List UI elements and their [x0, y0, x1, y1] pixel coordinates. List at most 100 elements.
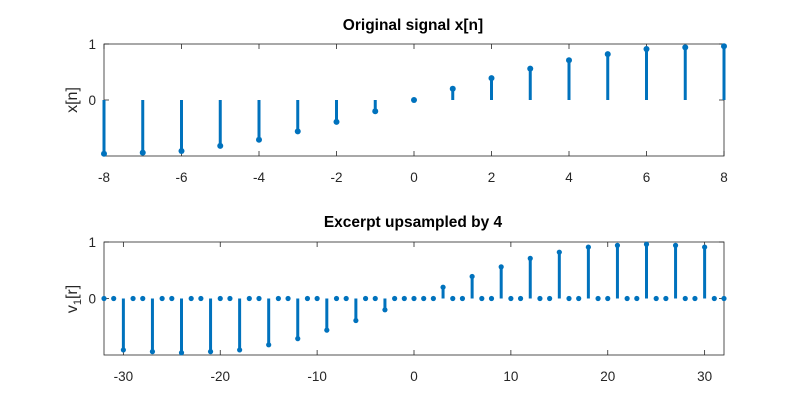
y-axis-label: x[n]: [64, 87, 81, 113]
stem-marker: [634, 295, 640, 302]
stem-marker: [711, 295, 717, 302]
stem-marker: [324, 327, 330, 333]
stem-marker: [604, 51, 611, 58]
stem-marker: [721, 295, 727, 302]
stem-marker: [178, 147, 185, 154]
stem-marker: [188, 295, 194, 302]
stem-marker: [343, 295, 349, 302]
stem-marker: [411, 295, 417, 302]
y-axis-label-tail: [r]: [64, 285, 81, 299]
stem-marker: [692, 295, 698, 302]
stem-marker: [547, 295, 553, 302]
stem-marker: [682, 295, 688, 302]
stem-marker: [411, 97, 417, 103]
stem-marker: [333, 118, 340, 125]
stem-marker: [576, 295, 582, 302]
stem-marker: [682, 44, 689, 51]
stem-marker: [469, 273, 475, 280]
stem-marker: [101, 150, 107, 157]
stem-marker: [498, 264, 504, 270]
stem-marker: [401, 295, 407, 302]
stem-marker: [488, 75, 495, 82]
x-tick-label: -6: [175, 170, 187, 185]
stem-marker: [721, 43, 727, 50]
stem-marker: [566, 295, 572, 302]
stem-marker: [285, 295, 291, 302]
stem-marker: [372, 108, 379, 115]
stem-marker: [140, 295, 146, 302]
stem-marker: [178, 350, 185, 356]
x-tick-label: -2: [330, 170, 342, 185]
stem-marker: [663, 295, 669, 302]
stem-marker: [702, 244, 708, 250]
stem-marker: [256, 136, 262, 143]
x-tick-label: -8: [98, 170, 110, 185]
y-axis-label: v1[r]: [64, 285, 84, 313]
stem-marker: [382, 307, 388, 313]
subplot-upsampled-excerpt: Excerpt upsampled by 4 v1[r] 0 1 -30 -20 -1…: [64, 214, 727, 384]
stem-marker: [372, 295, 378, 302]
x-tick-label: -10: [307, 369, 327, 384]
stem-marker: [653, 295, 659, 302]
stem-marker: [556, 249, 562, 255]
stem-marker: [537, 295, 543, 302]
stem-marker: [449, 85, 456, 92]
stem-marker: [139, 149, 146, 156]
stem-marker: [643, 241, 650, 247]
stem-marker: [295, 336, 301, 342]
stem-marker: [585, 244, 591, 250]
x-tick-label: 2: [488, 170, 496, 185]
stem-marker: [111, 295, 117, 302]
x-tick-label: -30: [114, 369, 134, 384]
x-tick-label: 30: [697, 369, 712, 384]
stem-marker: [566, 57, 572, 64]
stem-marker: [169, 295, 175, 302]
stem-marker: [227, 295, 233, 302]
stem-marker: [333, 295, 340, 302]
x-tick-label: 0: [410, 369, 418, 384]
stem-marker: [595, 295, 601, 302]
stem-marker: [314, 295, 320, 302]
y-tick-label: 1: [88, 37, 96, 52]
stem-marker: [217, 295, 223, 302]
stem-marker: [256, 295, 262, 302]
stem-marker: [353, 317, 359, 324]
stem-marker: [362, 295, 369, 302]
stem-marker: [643, 46, 650, 53]
chart-title: Excerpt upsampled by 4: [324, 214, 503, 231]
stem-marker: [614, 242, 621, 248]
stem-marker: [672, 242, 679, 248]
x-tick-label: 20: [600, 369, 615, 384]
stem-marker: [120, 347, 126, 353]
stem-marker: [392, 295, 398, 302]
stem-marker: [304, 295, 311, 302]
stem-marker: [624, 295, 630, 302]
stem-marker: [198, 295, 204, 302]
x-tick-label: 8: [720, 170, 728, 185]
x-tick-label: -20: [210, 369, 230, 384]
stem-marker: [440, 284, 446, 290]
y-axis-label-main: v: [64, 305, 81, 313]
stem-marker: [479, 295, 485, 302]
y-tick-label: 1: [88, 235, 96, 250]
x-tick-label: 10: [503, 369, 518, 384]
stem-marker: [217, 142, 224, 149]
stem-marker: [488, 295, 495, 302]
x-tick-label: -4: [253, 170, 265, 185]
stem-marker: [430, 295, 436, 302]
stem-marker: [275, 295, 281, 302]
stem-marker: [459, 295, 466, 302]
stem-marker: [246, 295, 252, 302]
stem-marker: [527, 255, 533, 261]
y-tick-label: 0: [88, 93, 96, 108]
stem-marker: [159, 295, 165, 302]
x-tick-label: 0: [410, 170, 418, 185]
stem-marker: [130, 295, 136, 302]
y-tick-label: 0: [88, 292, 96, 307]
x-tick-label: 4: [565, 170, 573, 185]
stem-marker: [450, 295, 456, 302]
stem-marker: [605, 295, 611, 302]
stem-marker: [207, 349, 214, 355]
subplot-original-signal: Original signal x[n] x[n] 0 1 -8 -6 -4 -2 0 2 4…: [64, 17, 728, 185]
